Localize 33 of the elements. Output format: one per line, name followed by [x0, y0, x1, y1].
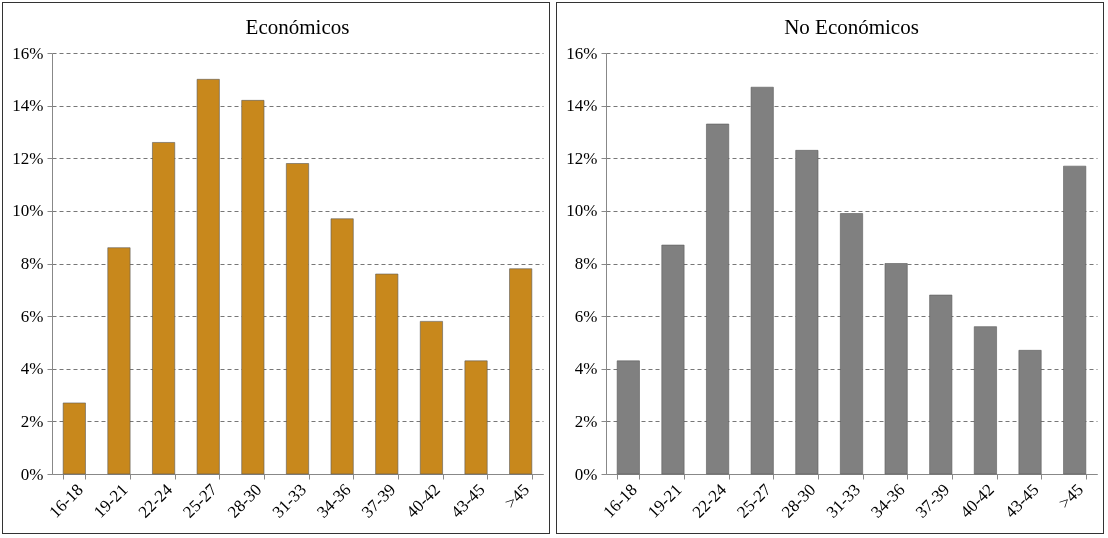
y-tick-label: 8%: [20, 254, 44, 273]
y-tick-label: 12%: [566, 148, 598, 168]
y-tick-label: 6%: [20, 306, 44, 326]
bar: [375, 273, 399, 475]
y-tick-label: 2%: [20, 411, 44, 431]
bar: [464, 360, 488, 475]
y-tick-label: 16%: [566, 43, 598, 63]
bar: [62, 402, 86, 475]
y-tick-label: 2%: [574, 411, 598, 431]
y-tick-label: 16%: [12, 43, 44, 63]
y-tick-label: 12%: [12, 148, 44, 168]
y-tick-label: 4%: [574, 359, 598, 379]
y-tick-label: 4%: [20, 359, 44, 379]
bar: [196, 79, 220, 475]
y-tick-label: 0%: [574, 464, 598, 484]
y-tick-label: 14%: [12, 96, 44, 116]
y-tick-label: 10%: [12, 201, 44, 221]
x-tick-label: >45: [500, 480, 534, 513]
y-tick-label: 10%: [566, 201, 598, 221]
chart-title: Económicos: [245, 15, 350, 39]
x-tick-label: >45: [1054, 480, 1088, 513]
bar: [241, 100, 265, 475]
bar: [286, 163, 309, 475]
y-tick-label: 6%: [574, 306, 598, 326]
chart-title: No Económicos: [784, 15, 919, 39]
y-tick-label: 14%: [566, 96, 598, 116]
y-tick-label: 8%: [574, 254, 598, 273]
bar: [152, 142, 176, 475]
bar: [330, 218, 354, 475]
y-tick-label: 0%: [20, 464, 44, 484]
bar: [509, 268, 533, 475]
bar: [107, 247, 131, 475]
bar: [419, 321, 443, 475]
